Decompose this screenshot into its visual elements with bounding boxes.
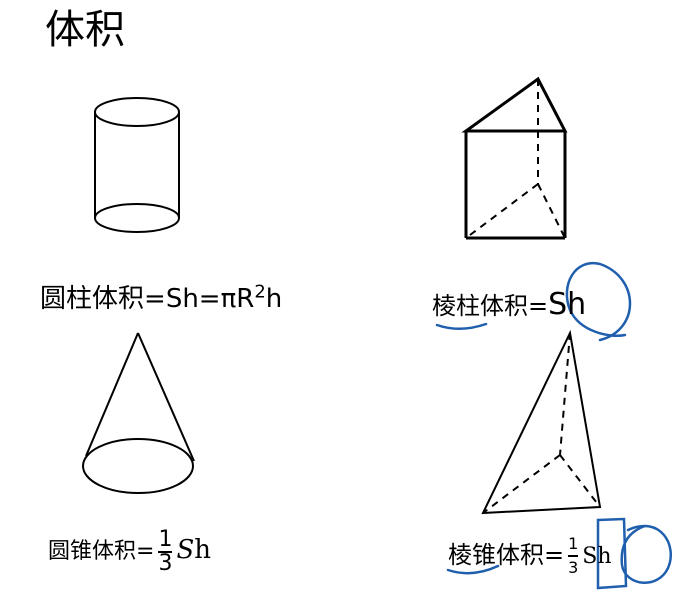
equals-sign: = bbox=[544, 541, 565, 569]
fraction-denominator: 3 bbox=[568, 558, 579, 577]
prism-sh-circle bbox=[565, 261, 632, 342]
pyramid-hidden-edges bbox=[482, 332, 601, 514]
equals-sign: = bbox=[144, 284, 166, 314]
equals-sign: = bbox=[528, 292, 549, 320]
cylinder-volume-formula: 圆柱体积=Sh=πR2h bbox=[40, 278, 282, 315]
pyramid-label-underline bbox=[446, 564, 500, 575]
cone-s: S bbox=[176, 535, 195, 565]
equals-sign: = bbox=[136, 539, 155, 564]
pyramid-sh-circle bbox=[620, 524, 672, 584]
cylinder-sh: Sh bbox=[165, 284, 199, 314]
pyramid-volume-formula: 棱锥体积= 1 3 Sh bbox=[448, 534, 612, 578]
pyramid-volume-label: 棱锥体积 bbox=[448, 541, 544, 569]
cylinder-figure bbox=[94, 97, 180, 233]
pyramid-figure bbox=[481, 329, 602, 515]
cone-figure bbox=[82, 332, 195, 494]
cylinder-h: h bbox=[265, 284, 283, 314]
cylinder-exponent: 2 bbox=[254, 281, 266, 303]
cylinder-volume-label: 圆柱体积 bbox=[40, 284, 145, 314]
prism-figure bbox=[461, 76, 568, 240]
prism-label-underline bbox=[435, 322, 488, 330]
fraction-numerator: 1 bbox=[158, 527, 173, 552]
fraction-numerator: 1 bbox=[568, 534, 579, 553]
prism-sh: Sh bbox=[548, 287, 587, 322]
prism-hidden-edges bbox=[465, 79, 566, 239]
fraction-denominator: 3 bbox=[158, 551, 173, 576]
cone-volume-formula: 圆锥体积= 1 3 Sh bbox=[48, 527, 212, 576]
page-title: 体积 bbox=[45, 7, 125, 53]
pyramid-sh: Sh bbox=[582, 544, 612, 569]
pyramid-fraction-box bbox=[596, 517, 628, 590]
handwritten-annotations bbox=[435, 261, 672, 590]
cone-h: h bbox=[194, 535, 212, 565]
cone-volume-label: 圆锥体积 bbox=[48, 539, 137, 564]
cylinder-pir: =πR bbox=[198, 284, 255, 314]
prism-volume-formula: 棱柱体积=Sh bbox=[432, 286, 586, 322]
prism-volume-label: 棱柱体积 bbox=[432, 292, 528, 320]
